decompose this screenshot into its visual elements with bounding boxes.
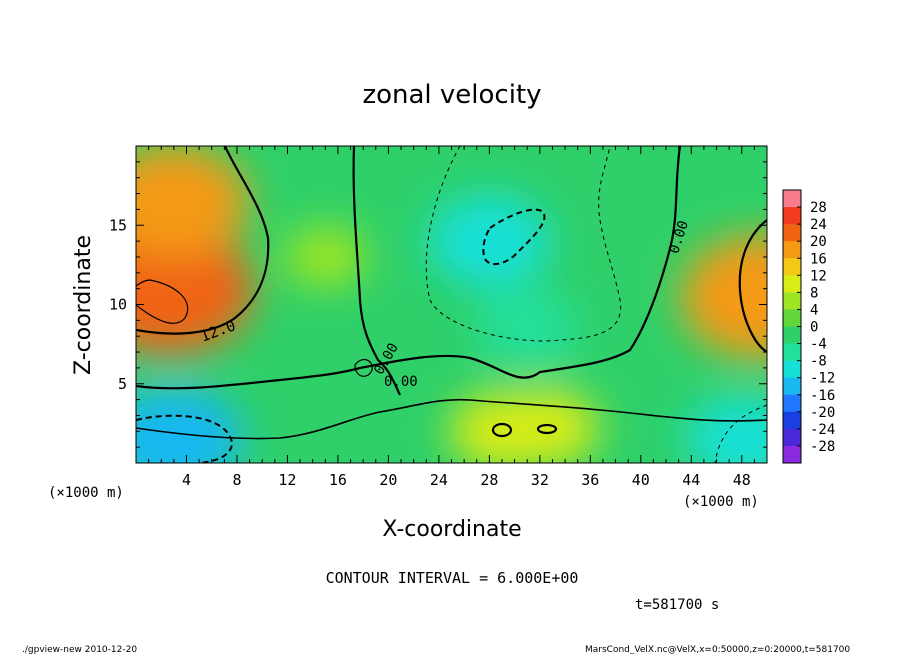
colorbar-label: 4 xyxy=(810,302,818,318)
contour-lines xyxy=(136,146,767,463)
contour-label-zero-low: 0.00 xyxy=(384,374,418,390)
contour-12-right xyxy=(738,219,767,353)
colorbar-swatch xyxy=(783,292,801,310)
x-tick-label: 44 xyxy=(682,471,700,489)
colorbar-swatch xyxy=(783,360,801,379)
x-tick-label: 48 xyxy=(733,471,751,489)
contour-lower-band xyxy=(136,398,767,440)
colorbar-swatch xyxy=(783,190,801,208)
contour-pos-bubble-2 xyxy=(536,423,558,435)
colorbar-label: 16 xyxy=(810,251,827,267)
x-tick-label: 40 xyxy=(632,471,650,489)
colorbar-label: -16 xyxy=(810,388,835,404)
colorbar-label: 12 xyxy=(810,268,827,284)
colorbar-swatch xyxy=(783,394,801,413)
contour-zero-upper xyxy=(352,146,401,396)
x-tick-label: 36 xyxy=(581,471,599,489)
colorbar-label: -8 xyxy=(810,354,827,370)
contour-small-loop xyxy=(354,358,373,377)
y-tick-label: 10 xyxy=(109,296,127,314)
field-feature-3 xyxy=(428,194,551,288)
footer-right: MarsCond_VelX.nc@VelX,x=0:50000,z=0:2000… xyxy=(585,645,850,654)
colorbar-swatch xyxy=(783,275,801,293)
colorbar-label: 20 xyxy=(810,234,827,250)
footer-left: ./gpview-new 2010-12-20 xyxy=(22,645,137,654)
colorbar-swatch xyxy=(783,445,801,464)
y-axis-label: Z-coordinate xyxy=(71,235,96,375)
colorbar-swatch xyxy=(783,309,801,327)
colorbar-swatch xyxy=(783,326,801,345)
contour-18-left xyxy=(136,279,189,324)
colorbar-swatch xyxy=(783,241,801,259)
field-feature-8 xyxy=(686,397,767,463)
x-tick-label: 28 xyxy=(480,471,498,489)
colorbar-label: -20 xyxy=(810,405,835,421)
field-feature-7 xyxy=(680,234,767,359)
y-tick-label: 5 xyxy=(118,375,127,393)
contour-pos-bubble-1 xyxy=(491,422,513,438)
field-feature-9 xyxy=(284,226,367,288)
y-unit-label: (×1000 m) xyxy=(683,494,759,510)
field-feature-2 xyxy=(136,386,244,463)
contour-12-left xyxy=(136,146,270,335)
colorbar-label: -12 xyxy=(810,371,835,387)
contour-neg-12-center xyxy=(482,208,546,266)
x-tick-label: 20 xyxy=(379,471,397,489)
colorbar-swatch xyxy=(783,343,801,362)
x-tick-label: 12 xyxy=(278,471,296,489)
x-tick-label: 8 xyxy=(232,471,241,489)
colorbar-swatch xyxy=(783,377,801,396)
colorbar-swatch xyxy=(783,428,801,447)
plot-area: 12.0 0.00 0.00 0.00 4 8 12 16 20 24 28 32 36 40 44… xyxy=(109,145,768,489)
colorbar-label: 0 xyxy=(810,320,818,336)
x-axis-label: X-coordinate xyxy=(382,517,521,542)
time-stamp: t=581700 s xyxy=(635,597,719,613)
field-feature-4 xyxy=(474,288,580,368)
colorbar-swatch xyxy=(783,207,801,225)
contour-neg-6-center xyxy=(425,146,622,342)
colorbar-label: -4 xyxy=(810,337,827,353)
contour-interval-text: CONTOUR INTERVAL = 6.000E+00 xyxy=(326,569,579,587)
contour-neg-6-right xyxy=(714,404,767,463)
colorbar-swatch xyxy=(783,258,801,276)
x-tick-label: 32 xyxy=(531,471,549,489)
colorbar-label: -28 xyxy=(810,439,835,455)
colorbar-label: 8 xyxy=(810,285,818,301)
colorbar-swatch xyxy=(783,411,801,430)
x-tick-label: 4 xyxy=(182,471,191,489)
x-tick-label: 24 xyxy=(430,471,448,489)
x-tick-label: 16 xyxy=(329,471,347,489)
contour-neg-12-left xyxy=(136,414,233,463)
y-tick-label: 15 xyxy=(109,216,127,234)
colorbar-swatch xyxy=(783,224,801,242)
x-unit-label: (×1000 m) xyxy=(48,485,124,501)
contour-zero-lower xyxy=(136,146,682,390)
colorbar-label: 28 xyxy=(810,200,827,216)
colorbar-label: 24 xyxy=(810,217,827,233)
colorbar-label: -24 xyxy=(810,422,835,438)
field-feature-1 xyxy=(136,146,249,259)
chart-title: zonal velocity xyxy=(362,80,541,110)
